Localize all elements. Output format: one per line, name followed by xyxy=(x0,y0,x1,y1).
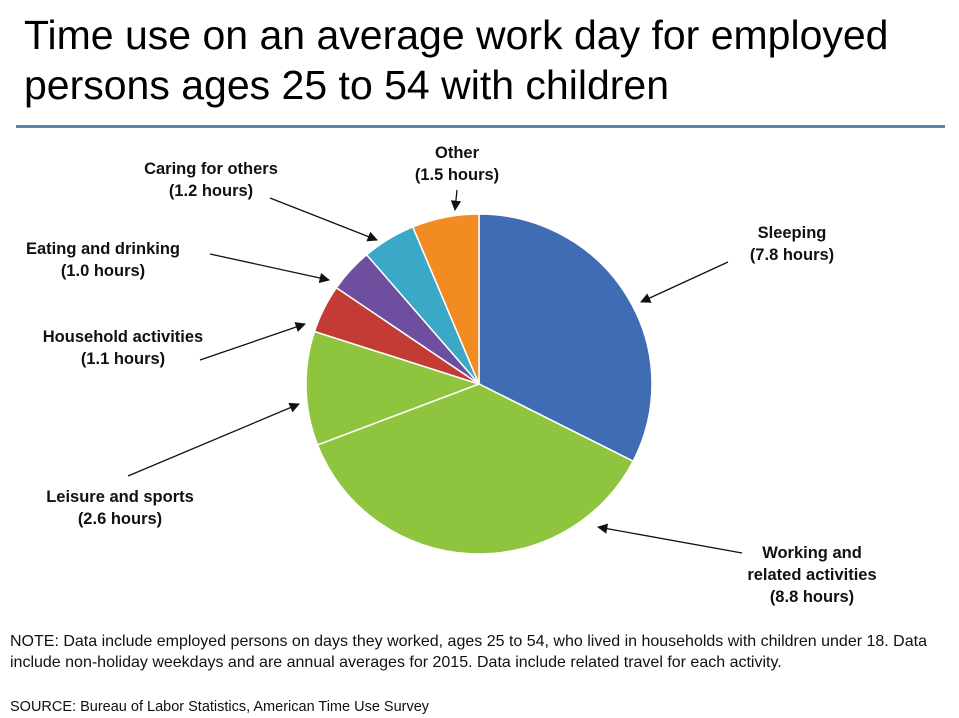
slice-name-label: Leisure and sports xyxy=(46,488,194,506)
slice-value-label: (8.8 hours) xyxy=(770,588,854,606)
pie-slice-other xyxy=(411,213,480,385)
chart-source: SOURCE: Bureau of Labor Statistics, Amer… xyxy=(10,699,430,715)
leader-lines xyxy=(127,189,743,554)
slice-label-working-and-related-activities: Working and related activities (8.8 hours) xyxy=(747,544,876,606)
slice-value-label: (1.5 hours) xyxy=(415,166,499,184)
slice-name-label: related activities xyxy=(747,566,876,584)
slice-value-label: (1.0 hours) xyxy=(61,262,145,280)
slice-name-label: Working and xyxy=(762,544,862,562)
leader-line-other xyxy=(450,189,462,212)
slice-label-eating-and-drinking: Eating and drinking (1.0 hours) xyxy=(26,240,180,280)
slice-name-label: Sleeping xyxy=(758,224,827,242)
slice-name-label: Other xyxy=(435,144,480,162)
slice-value-label: (7.8 hours) xyxy=(750,246,834,264)
slice-value-label: (1.2 hours) xyxy=(169,182,253,200)
pie-slice-sleeping xyxy=(478,213,653,463)
chart-note: NOTE: Data include employed persons on d… xyxy=(10,633,927,671)
leader-line-eating-and-drinking xyxy=(209,253,331,284)
chart-title: Time use on an average work day for empl… xyxy=(24,12,889,108)
slice-name-label: Eating and drinking xyxy=(26,240,180,258)
pie-chart: Sleeping (7.8 hours) Working and related ac… xyxy=(26,144,877,606)
slice-label-leisure-and-sports: Leisure and sports (2.6 hours) xyxy=(46,488,194,528)
leader-line-leisure-and-sports xyxy=(127,402,300,477)
slice-labels: Sleeping (7.8 hours) Working and related ac… xyxy=(26,144,877,606)
slice-name-label: Caring for others xyxy=(144,160,278,178)
leader-line-sleeping xyxy=(640,261,729,303)
slice-value-label: (1.1 hours) xyxy=(81,350,165,368)
pie-slice-leisure-and-sports xyxy=(305,330,482,446)
pie-slices xyxy=(305,213,653,555)
leader-line-household-activities xyxy=(199,322,306,361)
slice-label-sleeping: Sleeping (7.8 hours) xyxy=(750,224,834,264)
leader-line-caring-for-others xyxy=(269,197,378,242)
slice-label-caring-for-others: Caring for others (1.2 hours) xyxy=(144,160,278,200)
slice-name-label: Household activities xyxy=(43,328,203,346)
leader-line-working-and-related-activities xyxy=(596,523,743,554)
slice-label-household-activities: Household activities (1.1 hours) xyxy=(43,328,203,368)
title-divider xyxy=(16,125,945,128)
slice-value-label: (2.6 hours) xyxy=(78,510,162,528)
pie-slice-working-and-related-activities xyxy=(316,383,635,555)
slice-label-other: Other (1.5 hours) xyxy=(415,144,499,184)
